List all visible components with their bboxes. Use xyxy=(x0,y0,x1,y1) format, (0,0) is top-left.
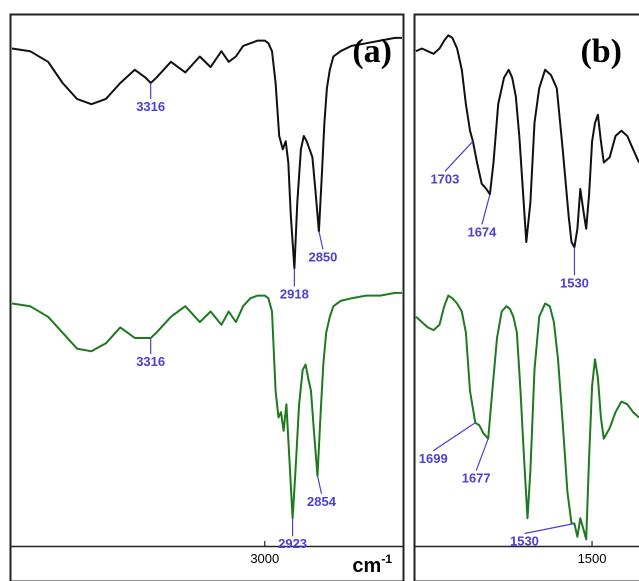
panel-b-spectrum-line-2 xyxy=(415,294,639,541)
panel-a-spectrum-line-2 xyxy=(11,291,402,520)
panel-b-peak-label-1703: 1703 xyxy=(430,171,459,186)
panel-b-peak-label-1530: 1530 xyxy=(510,534,539,549)
panel-b-peak-leader-1699 xyxy=(432,422,476,452)
panel-a-peak-leader-2854 xyxy=(316,475,323,494)
panel-a: 3316 2918 2850 3316 2923 2854 3000 (a) cm-1 xyxy=(9,13,405,581)
panel-b-plot: 1703 1674 1530 1699 1677 1530 1500 xyxy=(415,34,639,566)
panel-a-peak-label-3316: 3316 xyxy=(136,99,165,114)
panel-b-label: (b) xyxy=(580,33,622,70)
panel-a-peak-label-2850: 2850 xyxy=(308,249,337,264)
x-axis-unit-exponent: -1 xyxy=(381,552,392,566)
panel-a-peak-label-3316: 3316 xyxy=(136,354,165,369)
panel-a-spectrum-line-1 xyxy=(11,36,402,270)
panel-a-peak-label-2854: 2854 xyxy=(307,494,337,509)
panel-b-peak-label-1699: 1699 xyxy=(419,451,448,466)
panel-a-label: (a) xyxy=(352,33,392,70)
panel-a-plot: 3316 2918 2850 3316 2923 2854 3000 xyxy=(11,36,402,566)
panel-a-peak-label-2923: 2923 xyxy=(278,536,307,551)
panel-b-x-tick-label-1500: 1500 xyxy=(578,551,607,566)
panel-a-frame xyxy=(9,13,405,581)
panel-b-peak-leader-1530 xyxy=(524,522,575,535)
panel-a-peak-leader-2850 xyxy=(318,231,324,250)
panel-b-peak-leader-1674 xyxy=(481,194,491,225)
panel-b-frame xyxy=(413,13,639,581)
panel-a-x-tick-label-3000: 3000 xyxy=(250,551,279,566)
panel-a-peak-label-2918: 2918 xyxy=(280,287,309,302)
panel-b-peak-leader-1677 xyxy=(475,438,489,471)
panel-b-peak-label-1674: 1674 xyxy=(467,224,497,239)
panel-b-spectrum-line-1 xyxy=(415,34,639,249)
x-axis-unit-base: cm xyxy=(352,555,381,577)
panel-b-peak-leader-1703 xyxy=(444,140,474,172)
panel-b-peak-label-1530: 1530 xyxy=(560,275,589,290)
panel-b-peak-label-1677: 1677 xyxy=(462,471,491,486)
panel-b: 1703 1674 1530 1699 1677 1530 1500 (b) xyxy=(413,13,639,581)
x-axis-unit-label: cm-1 xyxy=(352,552,392,577)
